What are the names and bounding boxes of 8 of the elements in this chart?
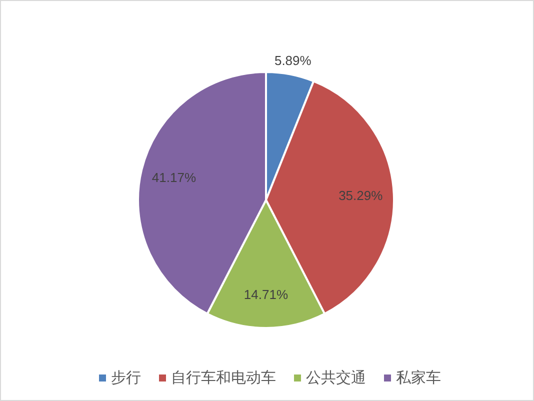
data-label: 35.29% xyxy=(338,188,384,204)
data-label: 41.17% xyxy=(152,170,196,186)
legend-label: 私家车 xyxy=(396,370,441,386)
data-label: 14.71% xyxy=(244,287,288,302)
data-label: 5.89% xyxy=(274,53,312,68)
legend-label: 自行车和电动车 xyxy=(171,370,276,386)
legend-label: 公共交通 xyxy=(306,370,366,386)
legend-label: 步行 xyxy=(111,370,141,386)
